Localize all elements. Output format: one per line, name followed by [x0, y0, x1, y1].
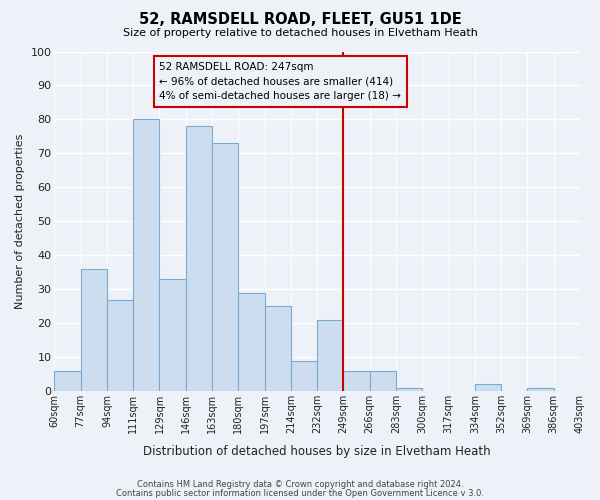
Bar [107, 300, 133, 391]
Bar [55, 371, 80, 391]
Text: 52 RAMSDELL ROAD: 247sqm
← 96% of detached houses are smaller (414)
4% of semi-d: 52 RAMSDELL ROAD: 247sqm ← 96% of detach… [160, 62, 401, 102]
Bar [396, 388, 422, 391]
Text: Contains public sector information licensed under the Open Government Licence v : Contains public sector information licen… [116, 488, 484, 498]
Text: Contains HM Land Registry data © Crown copyright and database right 2024.: Contains HM Land Registry data © Crown c… [137, 480, 463, 489]
Bar [80, 269, 107, 391]
Y-axis label: Number of detached properties: Number of detached properties [15, 134, 25, 309]
Bar [186, 126, 212, 391]
Bar [475, 384, 501, 391]
Bar [291, 360, 317, 391]
Bar [370, 371, 396, 391]
Bar [527, 388, 554, 391]
X-axis label: Distribution of detached houses by size in Elvetham Heath: Distribution of detached houses by size … [143, 444, 491, 458]
Bar [238, 292, 265, 391]
Bar [265, 306, 291, 391]
Bar [343, 371, 370, 391]
Bar [133, 120, 160, 391]
Bar [160, 279, 186, 391]
Bar [212, 143, 238, 391]
Text: 52, RAMSDELL ROAD, FLEET, GU51 1DE: 52, RAMSDELL ROAD, FLEET, GU51 1DE [139, 12, 461, 28]
Bar [317, 320, 343, 391]
Text: Size of property relative to detached houses in Elvetham Heath: Size of property relative to detached ho… [122, 28, 478, 38]
